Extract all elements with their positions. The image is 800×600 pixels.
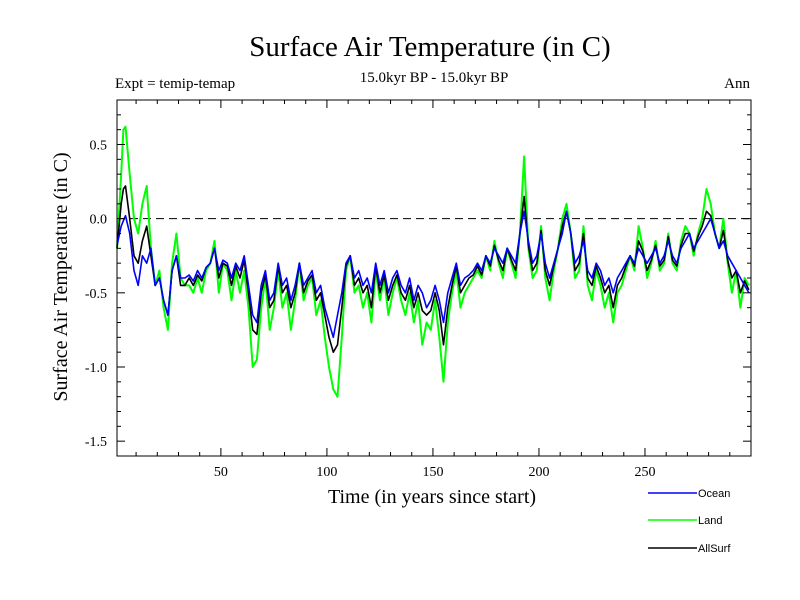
- y-tick-label: -0.5: [85, 287, 107, 302]
- y-tick-label: -1.5: [85, 435, 107, 450]
- series-line-ocean: [116, 210, 750, 339]
- y-tick-label: -1.0: [85, 361, 107, 376]
- chart-subtitle: 15.0kyr BP - 15.0kyr BP: [360, 70, 509, 86]
- series-group: [116, 125, 750, 398]
- x-axis: 50 100 150 200 250: [135, 100, 731, 480]
- x-axis-label: Time (in years since start): [328, 486, 536, 508]
- y-tick-label: 0.5: [90, 139, 108, 154]
- y-axis: -1.5 -1.0 -0.5 0.0 0.5: [85, 114, 751, 450]
- x-tick-label: 250: [634, 465, 655, 480]
- legend: Ocean Land AllSurf: [648, 488, 731, 555]
- legend-label-allsurf: AllSurf: [698, 543, 731, 555]
- plot-area: 50 100 150 200 250 -1.5 -1.0 -0.5 0.0 0.5: [85, 99, 752, 480]
- y-axis-label: Surface Air Temperature (in C): [50, 152, 72, 401]
- plot-frame: [116, 99, 752, 457]
- legend-label-land: Land: [698, 515, 722, 527]
- series-line-land: [116, 125, 750, 398]
- x-tick-label: 100: [316, 465, 337, 480]
- x-tick-label: 150: [422, 465, 443, 480]
- x-tick-label: 50: [214, 465, 228, 480]
- y-tick-label: 0.0: [90, 213, 108, 228]
- experiment-label: Expt = temip-temap: [115, 76, 235, 92]
- legend-label-ocean: Ocean: [698, 488, 730, 500]
- chart-title: Surface Air Temperature (in C): [249, 31, 610, 63]
- x-tick-label: 200: [528, 465, 549, 480]
- season-label: Ann: [724, 76, 750, 92]
- series-line-allsurf: [116, 185, 750, 354]
